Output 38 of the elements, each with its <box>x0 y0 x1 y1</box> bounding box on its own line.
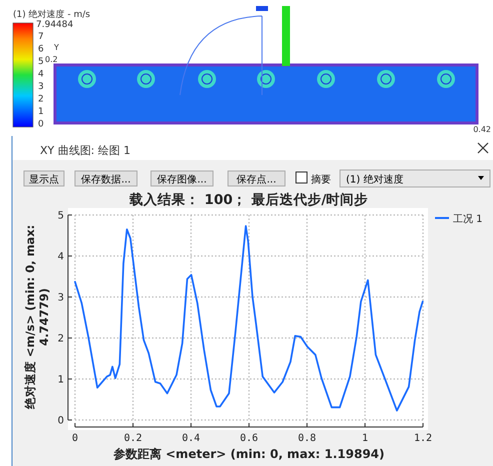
text: 7.94484 <box>36 20 74 30</box>
x-tick-label: 0.2 <box>124 433 142 444</box>
text: 3 <box>38 82 44 92</box>
text: (1) 绝对速度 <box>346 174 404 186</box>
chart-title: 载入结果： 100； 最后迭代步/时间步 <box>128 191 368 208</box>
y-tick-label: 4 <box>58 252 64 262</box>
text: 保存点... <box>236 174 276 186</box>
text: XY 曲线图: 绘图 1 <box>40 144 130 157</box>
legend-label: 工况 1 <box>453 214 483 225</box>
y-tick-label: 2 <box>58 334 64 344</box>
x-tick-label: 1 <box>362 433 368 444</box>
text: 0.42 <box>473 125 491 134</box>
text: (1) 绝对速度 - m/s <box>13 9 90 20</box>
y-tick-label: 1 <box>58 374 64 386</box>
y-tick-label: 0 <box>58 416 64 426</box>
y-axis-title: 绝对速度 <m/s> (min: 0, max: 4.74779) <box>23 224 51 410</box>
line-series <box>74 225 424 412</box>
text: 2 <box>38 94 44 104</box>
text: 5 <box>38 57 44 67</box>
x-tick-label: 0.4 <box>182 433 200 444</box>
text: 7 <box>38 32 44 42</box>
x-axis-title: 参数距离 <meter> (min: 0, max: 1.19894) <box>112 447 385 461</box>
y-tick-label: 5 <box>58 210 64 222</box>
x-tick-label: 0 <box>72 433 78 444</box>
text: 保存图像... <box>157 174 207 186</box>
text: 1 <box>38 107 44 117</box>
x-tick-label: 0.8 <box>298 433 316 444</box>
text: 0.2 <box>45 55 58 64</box>
text: 显示点 <box>29 174 59 186</box>
text: 0 <box>38 120 44 130</box>
y-tick-label: 3 <box>58 292 64 304</box>
text: Y <box>53 43 59 52</box>
text: 6 <box>38 44 44 54</box>
text: 摘要 <box>311 174 331 186</box>
text: 4 <box>38 70 44 80</box>
x-tick-label: 1.2 <box>414 433 432 444</box>
text: 保存数据... <box>81 174 131 186</box>
x-tick-label: 0.6 <box>240 433 258 444</box>
